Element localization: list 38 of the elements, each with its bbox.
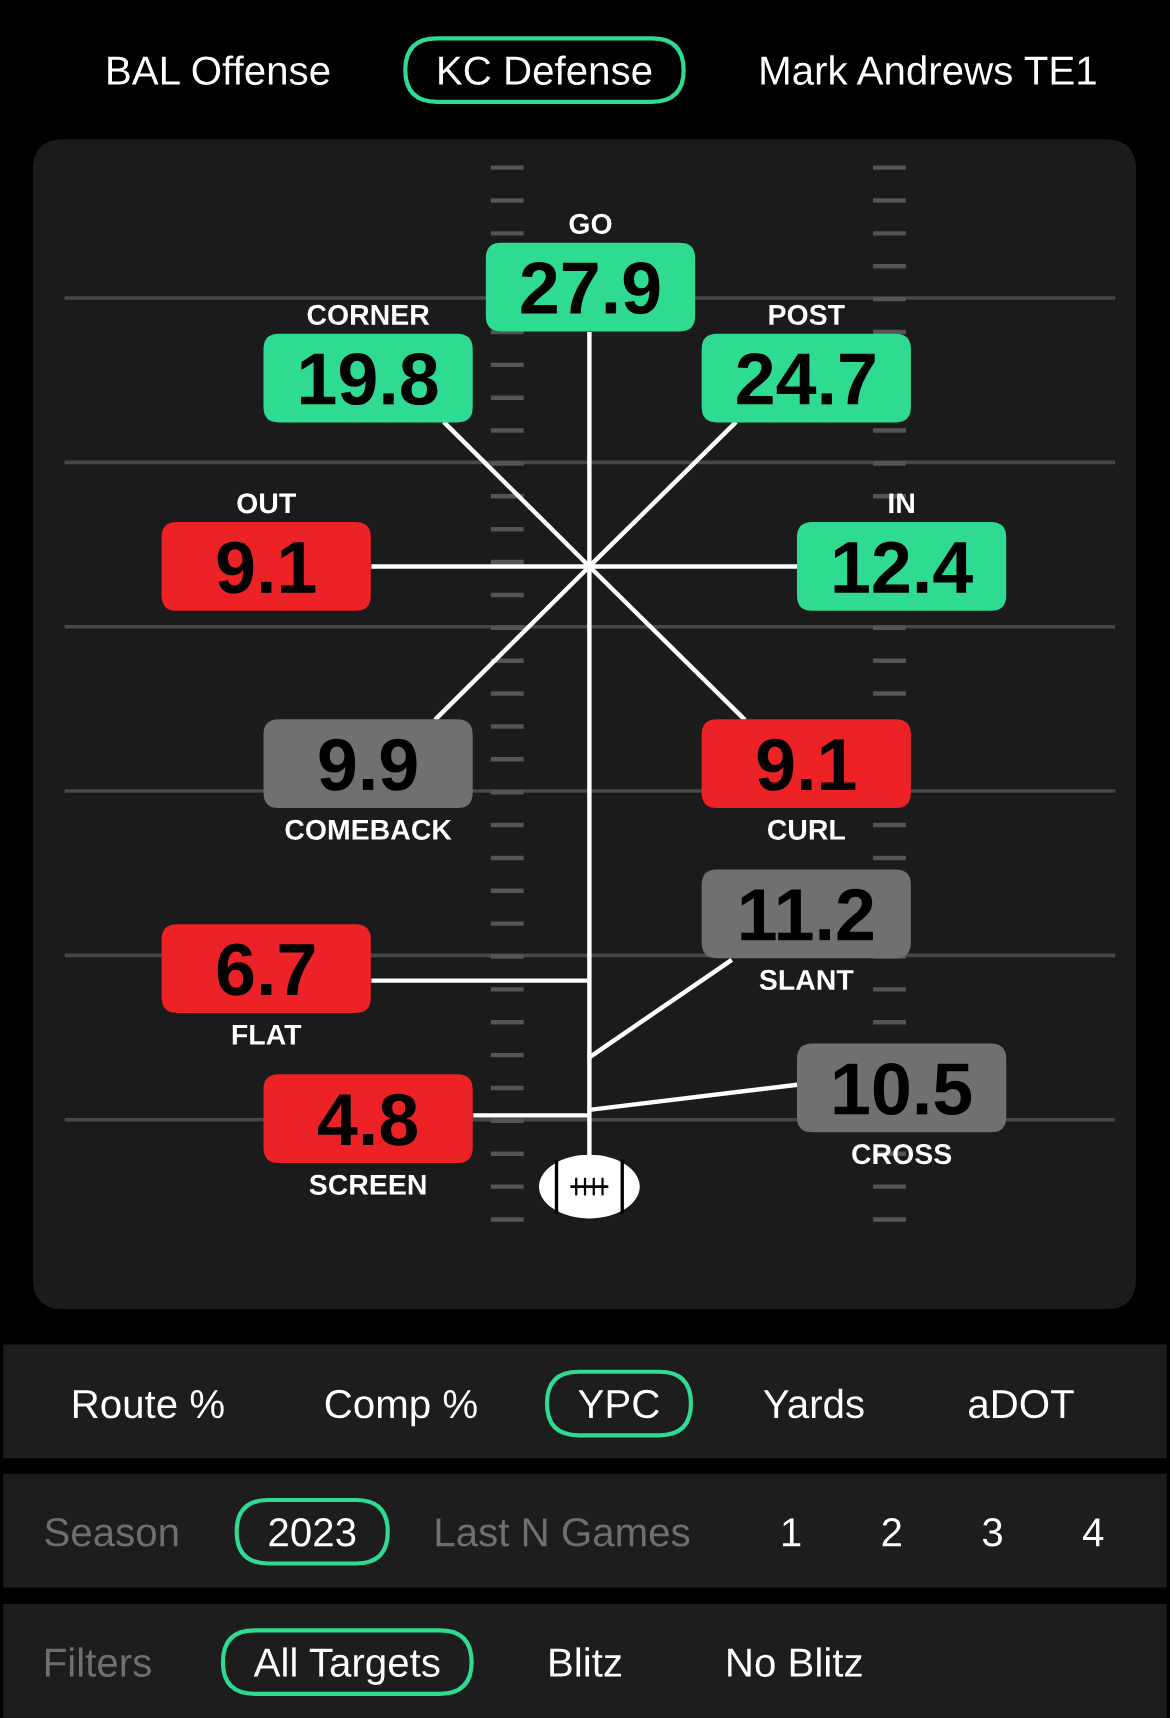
text: KC Defense (439, 55, 652, 85)
category-label: GO (569, 213, 612, 234)
text: Filters (45, 1647, 151, 1677)
text: BAL Offense (108, 55, 330, 85)
text: Yards (763, 1388, 864, 1419)
category-label: SLANT (759, 969, 854, 990)
category-label: POST (769, 304, 845, 325)
text: aDOT (969, 1389, 1074, 1419)
data-label: 6.7 (217, 943, 315, 996)
data-label: 11.2 (741, 888, 873, 941)
data-label: 9.1 (757, 738, 856, 791)
text: Last N Games (436, 1518, 690, 1547)
text: All Targets (253, 1647, 440, 1685)
category-label: COMEBACK (285, 819, 452, 840)
category-label: FLAT (232, 1024, 302, 1045)
data-label: 10.5 (834, 1062, 972, 1116)
data-label: 9.1 (217, 541, 316, 594)
text: Season (45, 1518, 178, 1547)
category-label: CORNER (307, 304, 430, 325)
text: Mark Andrews TE1 (761, 55, 1096, 85)
text: 1 2 3 4 (782, 1518, 1104, 1547)
data-label: 12.4 (834, 541, 973, 593)
data-label: 9.9 (319, 738, 417, 791)
data-label: 4.8 (318, 1093, 417, 1146)
text: Comp % (325, 1389, 477, 1427)
text: No Blitz (728, 1647, 862, 1677)
category-label: SCREEN (309, 1174, 426, 1195)
text: Blitz (550, 1647, 622, 1677)
text: YPC (578, 1389, 659, 1419)
text: Route % (73, 1390, 224, 1419)
data-label: 27.9 (521, 262, 660, 315)
text: 2023 (269, 1518, 356, 1547)
category-label: CURL (767, 819, 845, 840)
data-label: 24.7 (737, 352, 875, 405)
category-label: OUT (237, 493, 296, 514)
category-label: IN (889, 493, 914, 514)
category-label: CROSS (852, 1144, 952, 1165)
data-label: 19.8 (301, 352, 438, 406)
